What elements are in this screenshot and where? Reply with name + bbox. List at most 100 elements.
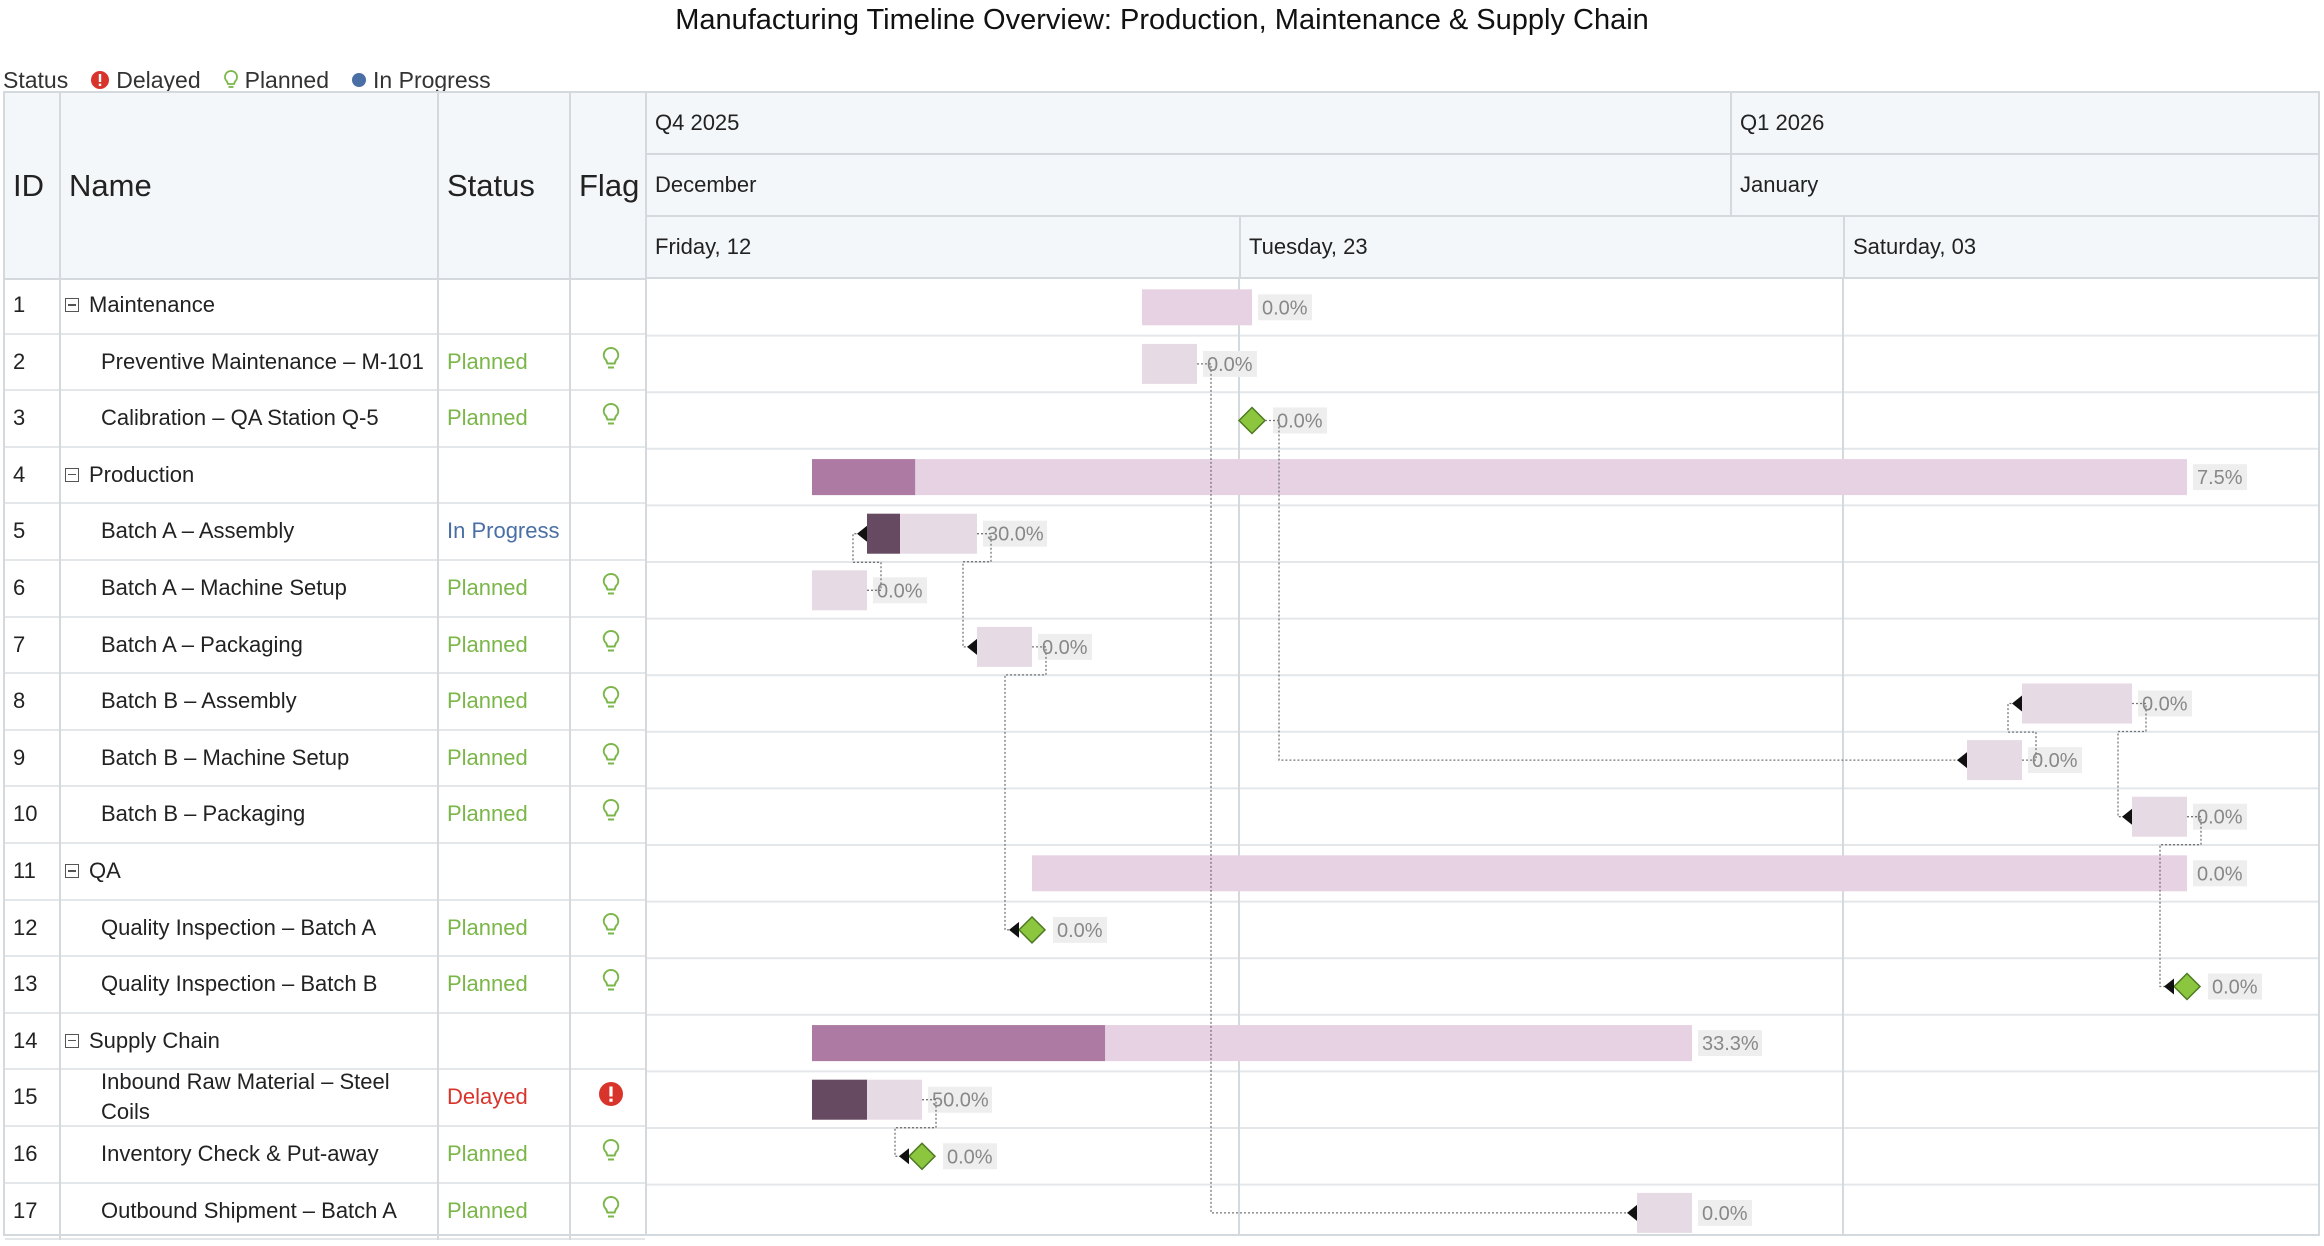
flag-cell (577, 335, 645, 389)
legend-item-planned: Planned (223, 67, 329, 94)
column-divider (59, 1013, 61, 1071)
table-row[interactable]: 4 Production (5, 447, 645, 505)
table-row[interactable]: 2 Preventive Maintenance – M-101 Planned (5, 334, 645, 392)
table-row[interactable]: 11 QA (5, 844, 645, 901)
flag-cell (577, 674, 645, 728)
table-row[interactable]: 5 Batch A – Assembly In Progress (5, 504, 645, 561)
collapse-toggle-icon[interactable] (65, 467, 79, 482)
status-cell: Planned (447, 405, 528, 431)
task-bar (1142, 343, 1197, 384)
row-id: 1 (13, 292, 26, 317)
progress-label: 0.0% (1262, 297, 1308, 319)
column-divider (437, 900, 439, 958)
timescale-day: Tuesday, 23 (1239, 217, 1843, 277)
column-divider (569, 561, 571, 618)
column-divider (437, 1070, 439, 1127)
row-id: 10 (13, 801, 38, 827)
column-header-id[interactable]: ID (13, 167, 44, 203)
status-cell: Delayed (447, 1084, 528, 1110)
column-header-status[interactable]: Status (447, 167, 535, 203)
column-divider (59, 93, 61, 278)
row-id: 17 (13, 1197, 38, 1223)
dependency-arrowhead (967, 638, 977, 655)
table-row[interactable]: 14 Supply Chain (5, 1013, 645, 1071)
progress-fill (867, 513, 900, 554)
flag-cell (577, 1184, 645, 1238)
table-row[interactable]: 12 Quality Inspection – Batch A Planned (5, 900, 645, 958)
table-row[interactable]: 13 Quality Inspection – Batch B Planned (5, 957, 645, 1014)
collapse-toggle-icon[interactable] (65, 298, 79, 312)
task-name: QA (89, 858, 121, 883)
status-cell (447, 844, 573, 898)
progress-label-bg (1038, 633, 1092, 660)
table-row[interactable]: 16 Inventory Check & Put-away Planned (5, 1127, 645, 1184)
alert-icon (90, 70, 110, 90)
progress-label: 0.0% (2212, 977, 2258, 999)
timescale-days: Friday, 12 Tuesday, 23 Saturday, 03 (647, 217, 2318, 279)
task-name: Inbound Raw Material – Steel Coils (101, 1069, 390, 1125)
progress-label: 0.0% (1057, 920, 1103, 942)
dependency-line (2117, 702, 2147, 818)
dependency-arrowhead (2122, 808, 2132, 825)
column-divider (59, 787, 61, 844)
row-id: 9 (13, 744, 26, 770)
progress-label-bg (2138, 690, 2192, 717)
table-row[interactable]: 17 Outbound Shipment – Batch A Planned (5, 1183, 645, 1241)
column-divider (437, 787, 439, 844)
lightbulb-icon (602, 968, 620, 1000)
collapse-toggle-icon[interactable] (65, 1033, 79, 1048)
row-id: 4 (13, 461, 26, 487)
table-row[interactable]: 10 Batch B – Packaging Planned (5, 787, 645, 844)
column-divider (569, 334, 571, 392)
column-divider (59, 617, 61, 675)
table-row[interactable]: 7 Batch A – Packaging Planned (5, 617, 645, 675)
task-bar (1637, 1192, 1692, 1233)
task-name-cell: Batch B – Packaging (65, 787, 435, 841)
row-id: 15 (13, 1084, 38, 1110)
progress-label-bg (928, 1086, 992, 1113)
flag-cell (577, 731, 645, 785)
collapse-toggle-icon[interactable] (65, 864, 79, 878)
row-id: 16 (13, 1141, 38, 1166)
column-divider (59, 334, 61, 392)
dependency-arrowhead (1009, 921, 1019, 938)
column-divider (437, 561, 439, 618)
lightbulb-icon (602, 685, 620, 717)
column-divider (569, 957, 571, 1014)
table-row[interactable]: 9 Batch B – Machine Setup Planned (5, 730, 645, 788)
progress-label: 0.0% (1702, 1203, 1748, 1225)
task-name: Outbound Shipment – Batch A (101, 1197, 397, 1223)
task-name-cell: Preventive Maintenance – M-101 (65, 335, 435, 389)
column-header-name[interactable]: Name (69, 167, 152, 203)
lightbulb-icon (602, 742, 620, 774)
table-row[interactable]: 3 Calibration – QA Station Q-5 Planned (5, 391, 645, 448)
status-cell (447, 448, 573, 502)
timescale-quarter: Q1 2026 (1730, 93, 2318, 153)
flag-cell (577, 787, 645, 841)
progress-label-bg (1053, 916, 1107, 943)
table-row[interactable]: 1 Maintenance (5, 278, 645, 335)
lightbulb-icon (602, 1138, 620, 1170)
column-divider (59, 1183, 61, 1241)
flag-cell (577, 1070, 645, 1124)
gantt-chart: Q4 2025 Q1 2026 December January Friday,… (647, 91, 2320, 1236)
table-row[interactable]: 8 Batch B – Assembly Planned (5, 674, 645, 731)
status-legend: Status Delayed Planned In Progress (3, 62, 491, 98)
progress-label: 7.5% (2197, 467, 2243, 489)
table-row[interactable]: 15 Inbound Raw Material – Steel Coils Dela… (5, 1069, 645, 1127)
task-name-cell: Batch A – Machine Setup (65, 561, 435, 615)
column-header-flag[interactable]: Flag (579, 167, 640, 203)
progress-label-bg (2028, 747, 2082, 774)
table-row[interactable]: 6 Batch A – Machine Setup Planned (5, 561, 645, 618)
group-bar (812, 459, 2187, 496)
column-divider (569, 278, 571, 335)
progress-label-bg (2193, 803, 2247, 830)
progress-label-bg (1698, 1030, 1762, 1057)
timescale-day: Saturday, 03 (1843, 217, 2318, 277)
row-id: 11 (13, 858, 36, 883)
row-id: 6 (13, 575, 26, 600)
task-name: Batch A – Packaging (101, 631, 303, 657)
circle-icon (351, 72, 367, 88)
legend-item-label: In Progress (373, 66, 491, 93)
flag-cell (577, 448, 645, 502)
